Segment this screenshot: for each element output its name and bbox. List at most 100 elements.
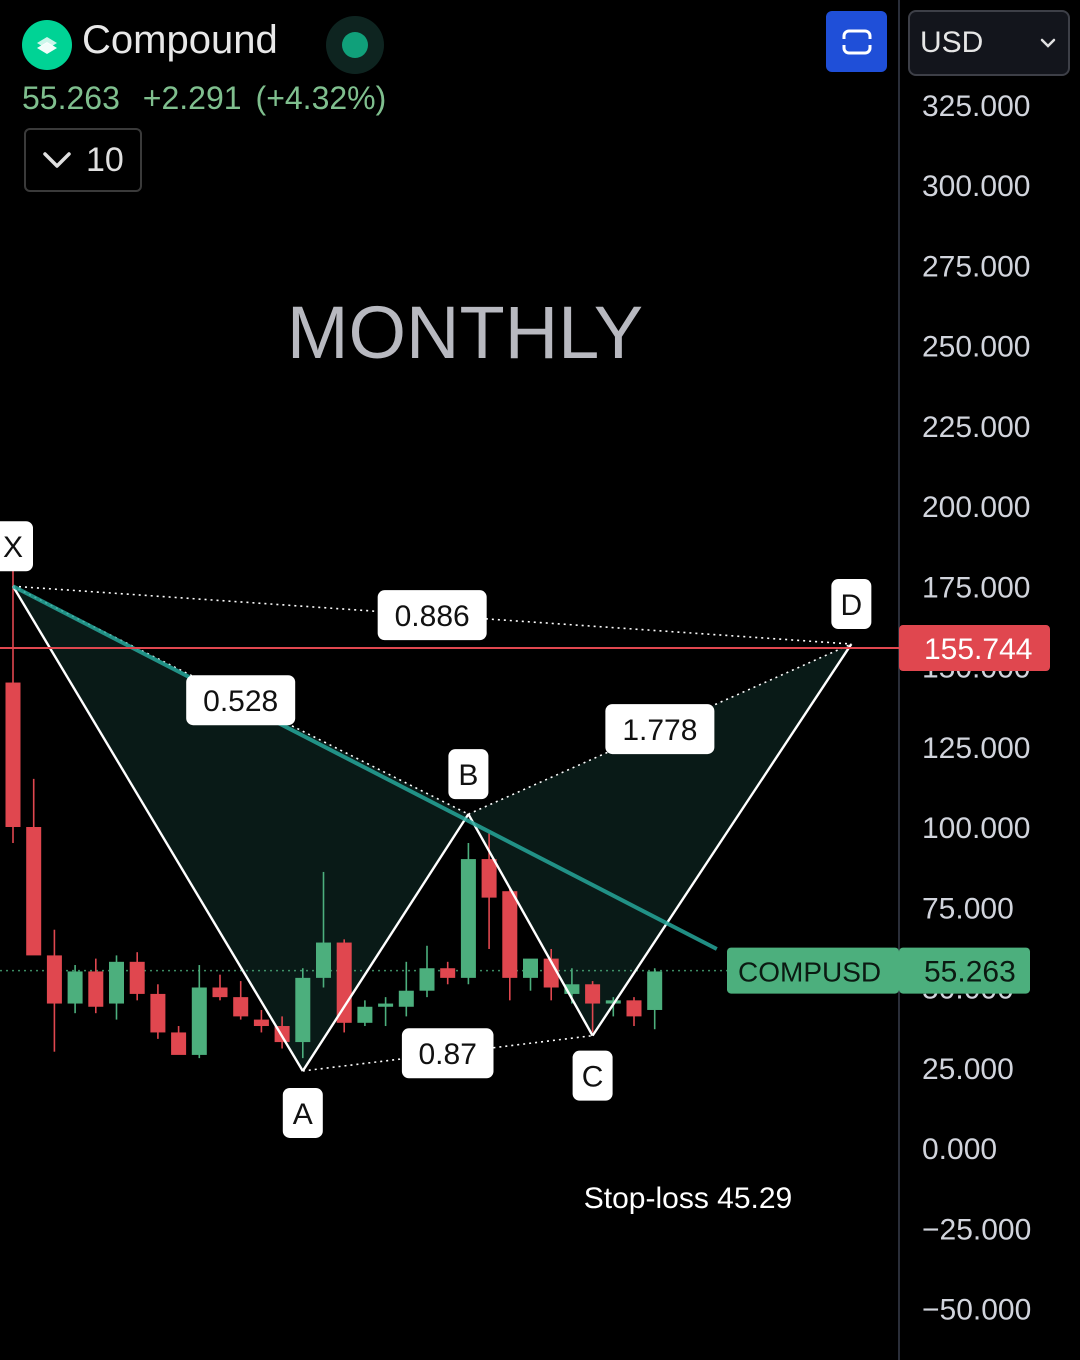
asset-name: Compound: [82, 18, 278, 62]
ratio-label-x-b-text: 0.528: [203, 685, 278, 718]
candle-body: [460, 859, 476, 978]
candle-body: [212, 987, 228, 998]
pattern-point-x-text: X: [3, 531, 23, 564]
candle-body: [481, 859, 497, 898]
y-tick-label: 275.000: [922, 250, 1030, 283]
y-tick-label: 125.000: [922, 732, 1030, 765]
interval-selector[interactable]: 10: [24, 128, 142, 192]
stop-loss-annotation: Stop-loss 45.29: [584, 1182, 792, 1215]
interval-value: 10: [86, 140, 124, 179]
pattern-point-x: X: [0, 521, 33, 572]
last-price: 55.263: [22, 80, 120, 116]
y-tick-label: −50.000: [922, 1294, 1031, 1327]
resistance-tag-text: 155.744: [924, 633, 1032, 666]
candle-body: [564, 984, 580, 994]
ratio-label-x-d-text: 0.886: [395, 600, 470, 633]
candle-body: [109, 961, 124, 1004]
fullscreen-icon: [840, 29, 873, 54]
price-change-percent: (+4.32%): [255, 80, 387, 116]
candle-body: [419, 968, 435, 991]
candle-body: [129, 961, 145, 994]
candle-body: [67, 971, 83, 1004]
ratio-label-x-d-box: [377, 590, 487, 641]
pattern-point-d-text: D: [841, 589, 863, 622]
pattern-point-c: C: [572, 1050, 613, 1101]
ratio-line-BD: [468, 643, 852, 815]
price-summary: 55.263 +2.291 (+4.32%): [22, 80, 400, 117]
price-change: +2.291: [142, 80, 242, 116]
pattern-point-c-text: C: [582, 1060, 604, 1093]
pattern-point-d-box: [831, 579, 872, 630]
pattern-point-b-text: B: [458, 759, 478, 792]
y-tick-label: 300.000: [922, 170, 1030, 203]
ratio-label-a-c-box: [401, 1028, 494, 1079]
resistance-tag-box: [899, 625, 1050, 672]
ratio-label-x-b-box: [186, 675, 296, 726]
pattern-point-a-box: [282, 1087, 323, 1138]
currency-value: USD: [920, 26, 984, 59]
pattern-point-c-box: [572, 1050, 613, 1101]
currency-select[interactable]: USD: [908, 10, 1070, 76]
y-tick-label: −25.000: [922, 1213, 1031, 1246]
pattern-point-b: B: [448, 749, 489, 800]
candle-body: [5, 682, 21, 827]
candle-body: [440, 968, 456, 978]
candle-body: [543, 958, 559, 988]
y-tick-label: 100.000: [922, 812, 1030, 845]
candle-body: [378, 1003, 394, 1007]
candle-body: [626, 1000, 642, 1017]
y-tick-label: 250.000: [922, 331, 1030, 364]
symbol-tag-box: [727, 947, 899, 994]
ratio-label-x-d: 0.886: [377, 590, 487, 641]
pattern-point-d: D: [831, 579, 872, 630]
candle-body: [585, 984, 601, 1004]
chevron-down-icon: [43, 152, 71, 168]
ratio-label-b-d: 1.778: [605, 704, 715, 755]
pattern-point-a-text: A: [293, 1098, 313, 1131]
candle-body: [26, 827, 42, 956]
candle-body: [605, 1000, 621, 1004]
y-tick-label: 325.000: [922, 90, 1030, 123]
ratio-label-x-b: 0.528: [186, 675, 296, 726]
candle-body: [191, 987, 207, 1055]
ratio-label-a-c: 0.87: [401, 1028, 494, 1079]
ratio-label-b-d-text: 1.778: [622, 714, 697, 747]
candle-body: [523, 958, 538, 978]
candle-body: [46, 955, 62, 1004]
pattern-point-b-box: [448, 749, 489, 800]
chart-title: MONTHLY: [287, 291, 643, 374]
candle-body: [357, 1006, 373, 1023]
y-tick-label: 25.000: [922, 1053, 1014, 1086]
candle-body: [502, 891, 518, 978]
ratio-label-b-d-box: [605, 704, 715, 755]
pattern-point-x-box: [0, 521, 33, 572]
y-tick-label: 0.000: [922, 1133, 997, 1166]
price-tag-text: 55.263: [924, 956, 1016, 989]
resistance-price-tag: 155.744: [899, 625, 1050, 672]
ratio-label-a-c-text: 0.87: [419, 1038, 477, 1071]
pattern-leg-AB: [301, 813, 470, 1072]
y-tick-label: 75.000: [922, 892, 1014, 925]
pattern-fill-bcd: [468, 644, 852, 1036]
live-status-dot-icon: [326, 16, 384, 74]
pattern-leg-CD: [591, 643, 853, 1037]
pattern-fill-xab: [13, 586, 469, 1071]
y-tick-label: 175.000: [922, 571, 1030, 604]
y-tick-label: 225.000: [922, 411, 1030, 444]
pattern-leg-XA: [11, 585, 304, 1072]
y-tick-label: 200.000: [922, 491, 1030, 524]
candle-body: [233, 997, 249, 1017]
trendline: [12, 584, 718, 951]
fullscreen-button[interactable]: [826, 11, 887, 72]
candle-body: [647, 971, 663, 1010]
candle-body: [88, 971, 104, 1007]
price-tag-box: [899, 947, 1030, 994]
pattern-point-a: A: [282, 1087, 323, 1138]
last-price-tag: COMPUSD 55.263: [727, 947, 1030, 994]
candle-body: [398, 990, 414, 1007]
candle-body: [150, 993, 166, 1033]
candle-body: [316, 942, 331, 978]
compound-logo-icon: [22, 20, 72, 70]
